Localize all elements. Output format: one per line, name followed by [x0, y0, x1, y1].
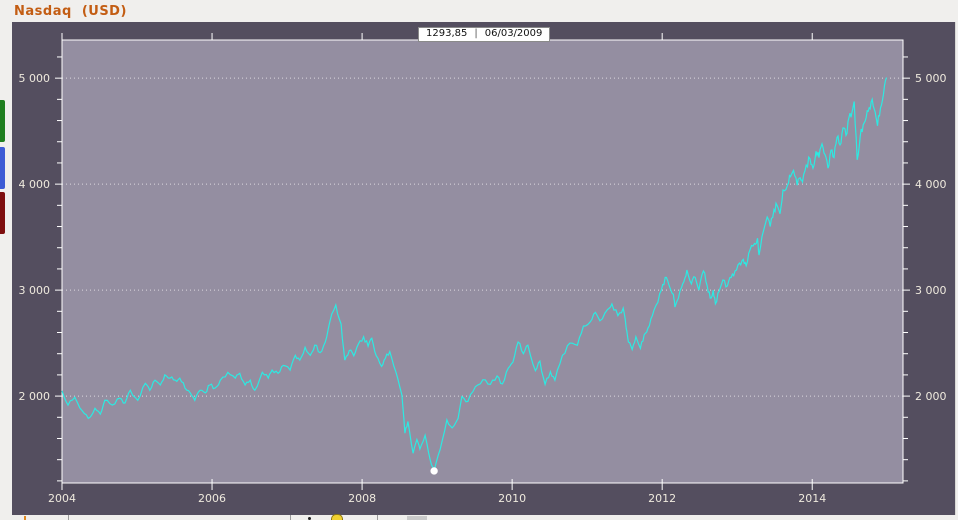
x-axis-label: 2004	[48, 492, 76, 505]
x-axis-label: 2008	[348, 492, 376, 505]
tooltip-separator: |	[474, 28, 478, 39]
y-axis-label-left: 3 000	[19, 284, 51, 297]
bottom-panel-edge	[0, 514, 958, 520]
gray-line-icon	[68, 515, 69, 520]
x-axis-label: 2012	[648, 492, 676, 505]
y-axis-label-left: 4 000	[19, 178, 51, 191]
y-axis-label-right: 2 000	[915, 390, 947, 403]
plot-area[interactable]	[62, 40, 903, 483]
gray-line-icon	[290, 515, 291, 520]
y-axis-label-left: 2 000	[19, 390, 51, 403]
price-chart-canvas[interactable]: 2 000 2 000 3 000 3 000 4 000 4 000 5 000 5 000…	[12, 22, 955, 515]
crosshair-tooltip: 1293,85 | 06/03/2009	[418, 27, 551, 42]
partial-button-dark-red[interactable]	[0, 192, 5, 234]
x-axis-label: 2014	[798, 492, 826, 505]
y-axis-label-left: 5 000	[19, 72, 51, 85]
tooltip-date: 06/03/2009	[484, 28, 543, 39]
partial-button-blue[interactable]	[0, 147, 5, 189]
chart-frame: 2 000 2 000 3 000 3 000 4 000 4 000 5 000 5 000…	[12, 22, 955, 515]
y-axis-label-right: 3 000	[915, 284, 947, 297]
yellow-icon	[331, 514, 343, 520]
x-axis-label: 2010	[498, 492, 526, 505]
black-dot-icon	[308, 517, 311, 520]
x-axis-label: 2006	[198, 492, 226, 505]
right-edge-divider	[955, 22, 956, 515]
y-axis-label-right: 4 000	[915, 178, 947, 191]
orange-tick-icon	[24, 516, 26, 520]
low-point-marker[interactable]	[430, 467, 438, 475]
chart-title: Nasdaq (USD)	[14, 4, 127, 19]
partial-button-green[interactable]	[0, 100, 5, 142]
gray-box-icon	[407, 516, 427, 520]
y-axis-label-right: 5 000	[915, 72, 947, 85]
nasdaq-price-line	[61, 77, 888, 474]
tooltip-value: 1293,85	[426, 28, 468, 39]
gray-line-icon	[377, 515, 378, 520]
